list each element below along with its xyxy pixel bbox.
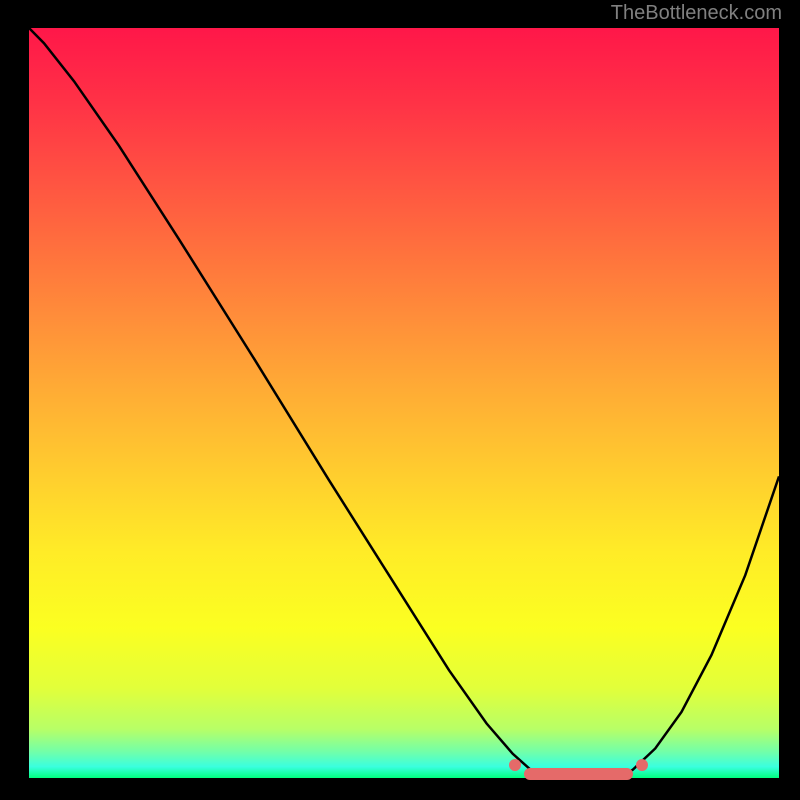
bottleneck-curve bbox=[29, 28, 779, 788]
sweet-spot-bar bbox=[524, 768, 633, 780]
plot-area bbox=[29, 28, 779, 788]
sweet-spot-dot-right bbox=[636, 759, 648, 771]
watermark-text: TheBottleneck.com bbox=[611, 2, 782, 25]
